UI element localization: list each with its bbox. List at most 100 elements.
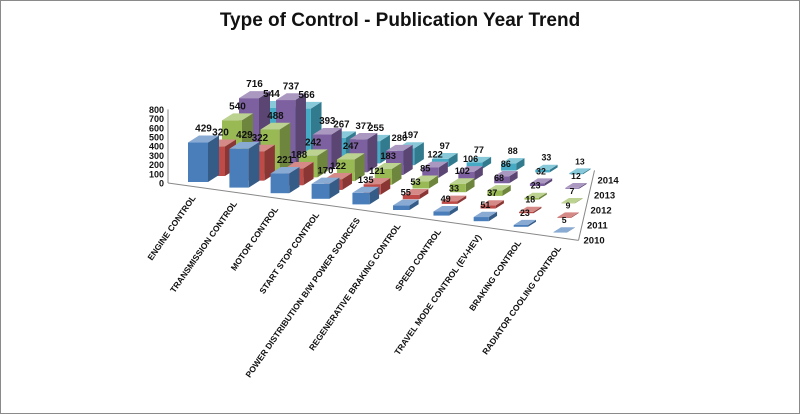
data-label: 18 xyxy=(525,195,535,205)
y-tick-label: 600 xyxy=(149,123,164,133)
bar-front xyxy=(458,171,475,181)
bar-side xyxy=(279,122,291,174)
bar-2012-6 xyxy=(450,178,475,193)
bar-side xyxy=(579,183,587,189)
bar-top xyxy=(363,178,391,185)
bar-top xyxy=(487,185,511,191)
data-label: 122 xyxy=(330,161,346,172)
data-label: 55 xyxy=(401,188,411,198)
bar-side xyxy=(248,142,260,188)
data-label: 488 xyxy=(267,111,284,122)
bar-front xyxy=(524,197,539,200)
bar-side xyxy=(409,199,419,210)
bar-front xyxy=(352,192,370,205)
data-label: 102 xyxy=(455,166,470,176)
bar-front xyxy=(188,142,208,182)
bar-2011-6 xyxy=(441,195,467,204)
data-label: 9 xyxy=(566,200,571,210)
bar-top xyxy=(284,162,314,169)
bar-front xyxy=(393,205,410,210)
bar-side xyxy=(392,163,402,185)
bar-top xyxy=(441,195,467,202)
bar-2010-7 xyxy=(473,211,498,222)
bar-side xyxy=(474,166,483,181)
data-label: 5 xyxy=(562,215,567,225)
bar-top xyxy=(270,167,300,174)
y-tick-label: 800 xyxy=(149,105,164,115)
data-label: 33 xyxy=(542,153,552,163)
bar-side xyxy=(403,144,413,175)
bar-side xyxy=(429,175,439,189)
bar-2012-8 xyxy=(524,192,547,200)
bar-2011-9 xyxy=(557,212,579,218)
bar-side xyxy=(567,227,575,233)
bar-front xyxy=(466,162,483,169)
data-label: 23 xyxy=(531,181,541,191)
data-label: 188 xyxy=(291,150,308,161)
bar-front xyxy=(494,176,510,184)
x-axis-line xyxy=(167,182,579,241)
category-label: TRAVEL MODE CONTROL (EV-HEV) xyxy=(392,232,483,356)
bar-top xyxy=(312,128,342,135)
bar-2014-7 xyxy=(501,158,525,171)
bar-top xyxy=(311,177,340,184)
bar-2011-7 xyxy=(480,200,504,209)
bar-front xyxy=(535,169,550,173)
bar-front xyxy=(422,167,439,178)
bar-2010-9 xyxy=(553,227,575,233)
series-label: 2012 xyxy=(591,205,612,216)
bar-front xyxy=(557,217,572,218)
bar-front xyxy=(402,194,420,200)
bar-top xyxy=(336,153,365,160)
bar-top xyxy=(374,163,402,170)
data-label: 247 xyxy=(343,141,359,152)
bar-top xyxy=(222,113,253,121)
data-label: 242 xyxy=(305,137,321,148)
bar-side xyxy=(317,149,328,178)
bar-top xyxy=(529,178,553,184)
bar-top xyxy=(393,199,419,206)
bar-side xyxy=(354,153,365,182)
data-label: 267 xyxy=(333,119,349,130)
bar-side xyxy=(449,206,458,216)
bar-top xyxy=(494,170,518,177)
bar-side xyxy=(438,161,448,178)
series-label: 2010 xyxy=(584,235,605,246)
y-tick-label: 300 xyxy=(149,151,164,161)
bar-top xyxy=(473,211,498,218)
bar-side xyxy=(380,178,391,195)
data-label: 716 xyxy=(246,79,263,90)
bar-side xyxy=(538,192,547,200)
bar-top xyxy=(553,227,575,233)
bar-top xyxy=(569,168,591,174)
data-label: 121 xyxy=(369,165,385,176)
data-label: 429 xyxy=(195,124,212,135)
bar-top xyxy=(349,132,378,140)
data-label: 320 xyxy=(212,128,229,139)
bar-2013-9 xyxy=(565,183,587,189)
bar-side xyxy=(575,197,583,204)
bar-front xyxy=(473,217,489,222)
bar-top xyxy=(557,212,579,218)
data-label: 12 xyxy=(571,171,581,181)
bar-front xyxy=(441,201,458,204)
bar-top xyxy=(229,142,260,149)
bar-top xyxy=(565,183,587,188)
data-label: 32 xyxy=(536,166,546,176)
bar-2013-7 xyxy=(494,170,518,184)
bar-2010-8 xyxy=(513,219,536,227)
bar-side xyxy=(289,167,300,194)
data-label: 86 xyxy=(501,159,511,169)
bar-front xyxy=(450,183,466,193)
bar-side xyxy=(367,132,378,173)
y-tick-label: 400 xyxy=(149,142,164,152)
bar-side xyxy=(465,178,475,193)
bar-side xyxy=(414,142,424,166)
bar-front xyxy=(501,163,517,171)
data-label: 53 xyxy=(410,177,420,187)
bar-top xyxy=(239,91,270,99)
bar-side xyxy=(549,164,558,173)
bar-2014-6 xyxy=(466,156,492,169)
bar-front xyxy=(433,211,450,216)
